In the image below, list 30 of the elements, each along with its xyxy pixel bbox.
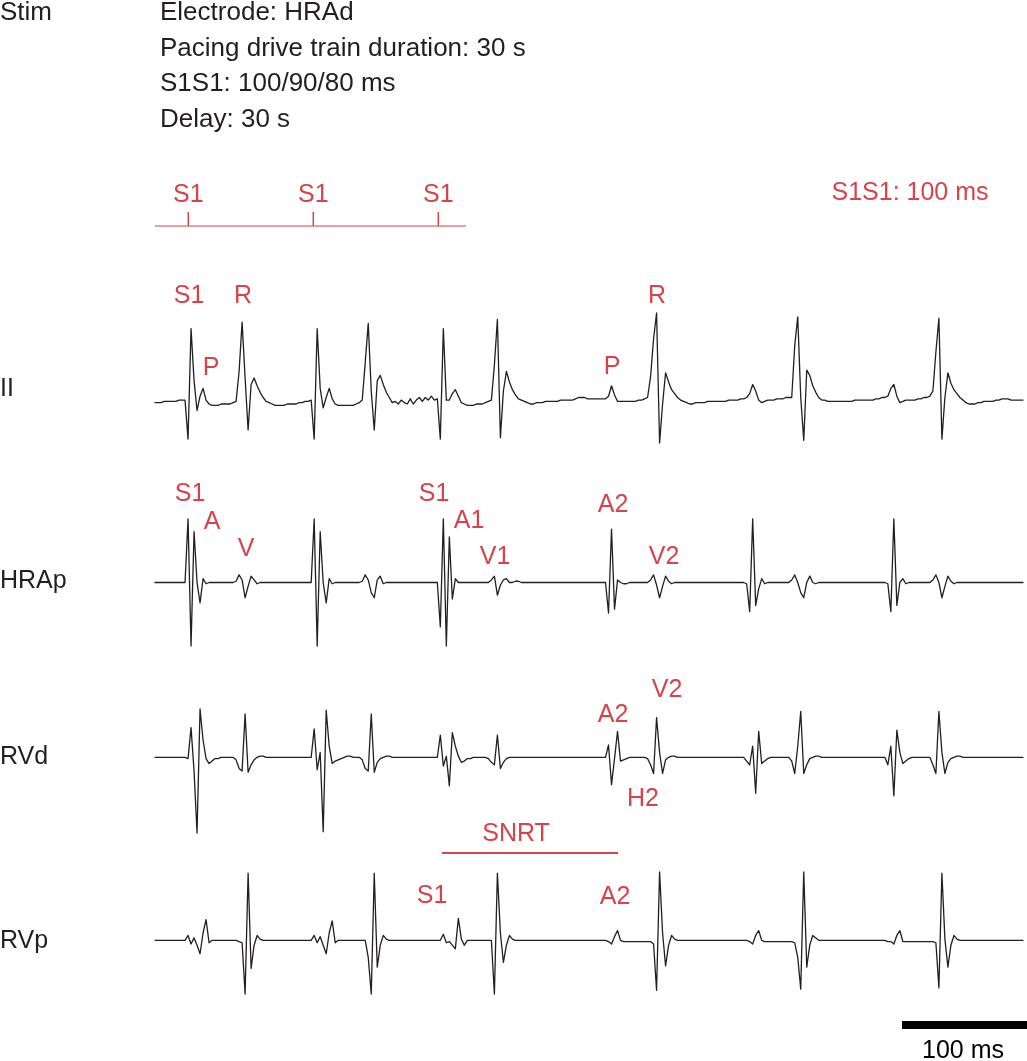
annotation: P [603,351,621,379]
annotation: V1 [479,541,511,569]
text: R [233,280,253,308]
annotation: A2 [599,881,631,909]
annotation: SNRT [482,818,550,846]
annotation: V [237,533,255,561]
annotation: P [202,352,220,380]
chart-subtitle: Electrode: HRAd Pacing drive train duration: 30 s S1S1: 100/90/80 ms Delay: 30 s [160,0,526,133]
x-tick-label: S1 [298,178,329,207]
y-axis-title: RVp [0,925,49,953]
annotation: A2 [597,699,629,727]
text: S1S1: 100 ms [831,177,989,205]
y-axis-title: HRAp [0,565,67,593]
annotation: H2 [627,783,659,811]
text: R [647,280,667,308]
x-tick-label: S1 [173,178,204,207]
y-axis-title: II [0,373,14,401]
text: S1 [174,478,206,506]
text: S1 [173,280,205,308]
annotation: A1 [453,505,485,533]
annotation: V2 [648,541,680,569]
text: S1 [418,478,450,506]
annotation: A [203,506,221,534]
chart-title: Stim [0,0,52,26]
text: 100 ms [922,1035,1004,1061]
x-tick-label: S1 [423,178,454,207]
text: A2 [597,489,629,517]
y-axis-title: RVd [0,741,49,769]
text: V2 [651,674,683,702]
annotation: S1 [416,880,448,908]
